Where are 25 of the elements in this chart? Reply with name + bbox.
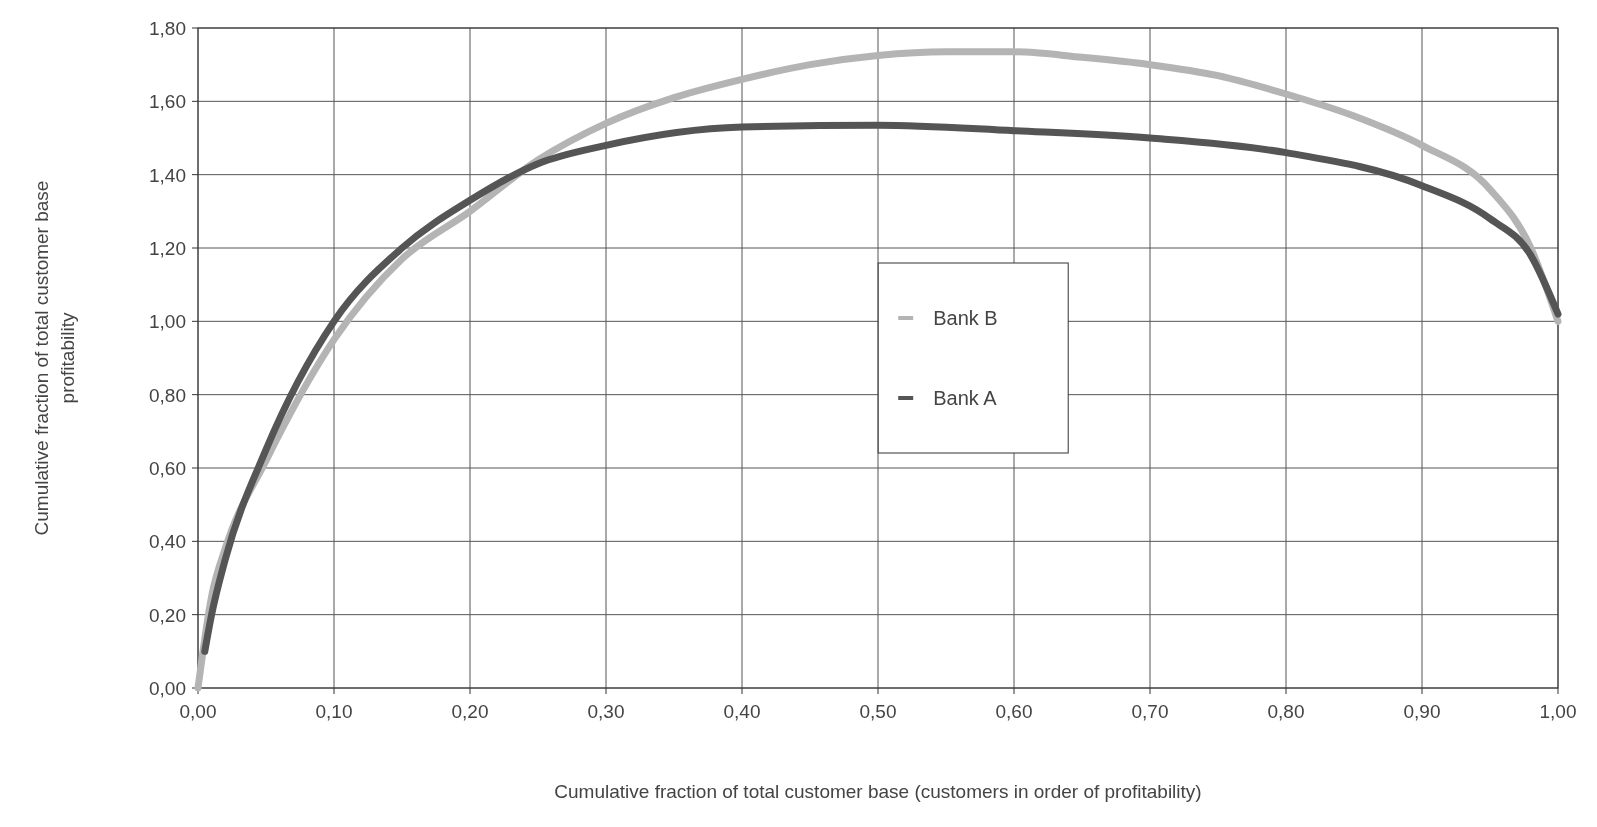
x-tick-label: 0,30 <box>587 701 625 722</box>
x-tick-label: 0,20 <box>451 701 489 722</box>
y-tick-label: 0,60 <box>149 458 186 479</box>
x-axis-title: Cumulative fraction of total customer base (customers in order of profitability) <box>554 781 1202 802</box>
y-tick-label: 0,40 <box>149 531 186 553</box>
x-tick-label: 0,70 <box>1131 701 1169 722</box>
y-tick-label: 1,60 <box>149 91 186 113</box>
x-tick-label: 1,00 <box>1539 701 1577 722</box>
x-tick-label: 0,50 <box>859 701 897 722</box>
x-tick-label: 0,60 <box>995 701 1033 722</box>
x-tick-label: 0,10 <box>315 701 353 722</box>
x-tick-label: 0,90 <box>1403 701 1441 722</box>
y-axis-title: Cumulative fraction of total customer base profitability <box>31 180 78 536</box>
y-tick-label: 0,20 <box>149 604 186 626</box>
y-tick-label: 1,40 <box>149 164 186 186</box>
x-tick-label: 0,40 <box>723 701 761 722</box>
legend-label: Bank A <box>933 387 998 409</box>
legend-label: Bank B <box>933 307 998 329</box>
x-tick-label: 0,80 <box>1267 701 1305 722</box>
y-tick-label: 1,80 <box>149 18 186 39</box>
y-tick-label: 1,20 <box>149 238 186 259</box>
y-tick-label: 0,80 <box>149 384 186 406</box>
x-tick-label: 0,00 <box>179 701 217 722</box>
y-tick-label: 0,00 <box>149 678 186 699</box>
y-tick-label: 1,00 <box>149 311 186 333</box>
